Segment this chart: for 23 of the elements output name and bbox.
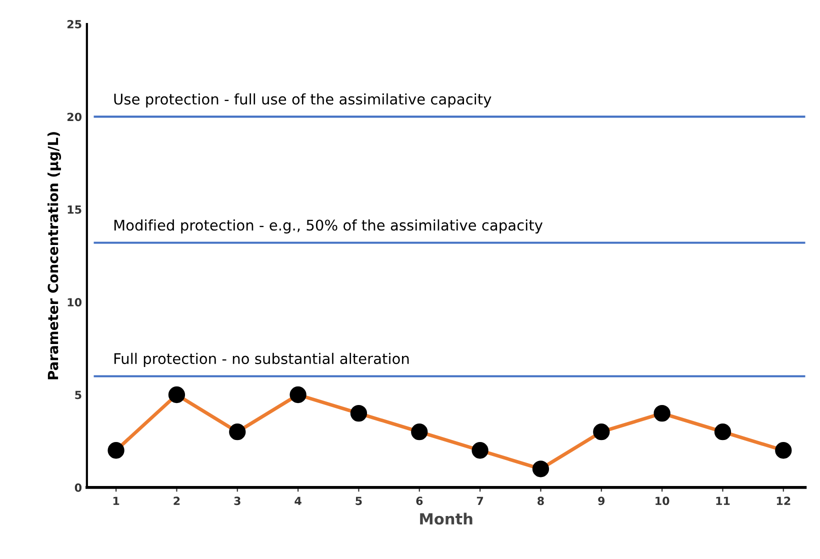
ref-line-label: Full protection - no substantial alteration xyxy=(114,352,409,367)
x-tick-label: 6 xyxy=(416,496,423,506)
x-tick-label: 8 xyxy=(538,496,544,506)
x-tick-label: 1 xyxy=(113,496,120,505)
x-tick-label: 3 xyxy=(234,496,240,506)
ref-line-label: Modified protection - e.g., 50% of the assimilative capacity xyxy=(114,219,543,234)
x-tick-label: 5 xyxy=(356,496,362,506)
ref-line-label: Use protection - full use of the assimilative capacity xyxy=(114,93,492,108)
y-tick-label: 20 xyxy=(67,112,82,122)
y-axis-title: Parameter Concentration (µg/L) xyxy=(47,132,62,380)
y-tick-label: 5 xyxy=(75,390,82,400)
x-tick-label: 12 xyxy=(776,496,790,505)
y-tick-label: 0 xyxy=(74,483,82,492)
x-tick-label: 9 xyxy=(598,496,605,506)
y-tick-label: 25 xyxy=(67,20,82,28)
x-tick-label: 7 xyxy=(476,496,484,505)
x-tick-label: 10 xyxy=(656,496,670,506)
x-tick-label: 11 xyxy=(716,496,730,505)
x-axis-title: Month xyxy=(420,512,472,525)
x-tick-label: 4 xyxy=(294,496,302,505)
y-tick-label: 10 xyxy=(68,298,82,306)
x-tick-label: 2 xyxy=(174,496,180,505)
y-tick-label: 15 xyxy=(68,206,82,214)
